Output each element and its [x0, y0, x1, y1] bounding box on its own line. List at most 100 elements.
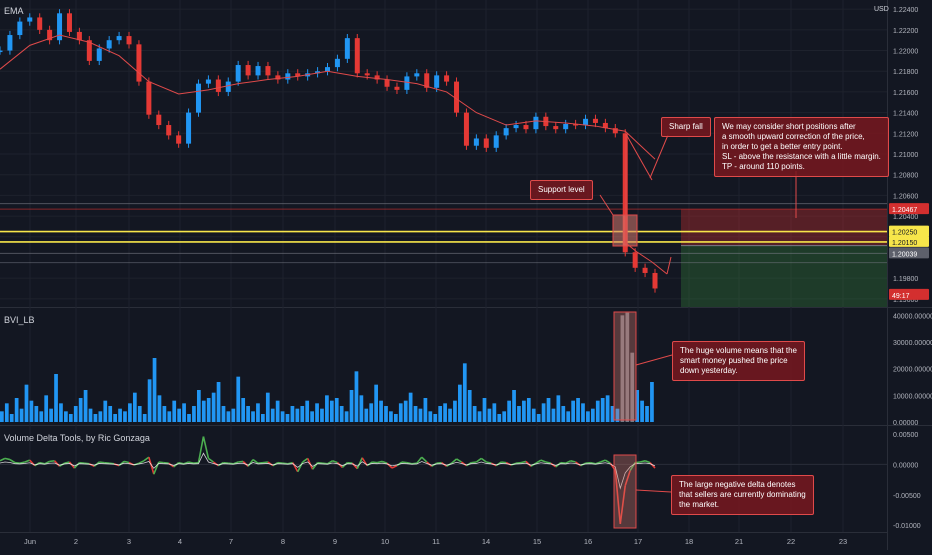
delta-segment [257, 461, 264, 465]
delta-signal-line [0, 452, 656, 490]
trade-idea-note[interactable]: We may consider short positions after a … [714, 117, 889, 177]
candle-body [553, 126, 559, 130]
candle-body [17, 21, 23, 36]
candle-body [424, 73, 430, 88]
delta-segment [540, 459, 547, 463]
volume-bar [339, 406, 344, 422]
time-tick-label: 23 [839, 537, 847, 546]
delta-segment [639, 460, 646, 463]
volume-bar [531, 408, 536, 422]
volume-bar [571, 400, 576, 422]
price-tick-label: 1.22400 [893, 7, 918, 14]
volume-bar [438, 406, 443, 422]
volume-bar [413, 406, 418, 422]
price-axis: 1.22400 1.22200 1.22000 1.21800 1.21600 1.214… [893, 7, 918, 304]
sharp-fall-note[interactable]: Sharp fall [661, 117, 711, 137]
volume-bar [428, 411, 433, 422]
volume-bar [492, 403, 497, 422]
volume-bar [118, 408, 122, 422]
delta-segment [595, 461, 601, 465]
delta-segment [322, 462, 328, 465]
candle-body [473, 138, 479, 146]
time-axis: Jun 2 3 4 7 8 9 10 11 14 15 16 17 18 21 22 23 [24, 537, 847, 546]
price-levels [0, 203, 887, 264]
candle-body [374, 75, 380, 80]
volume-tick-label: 10000.00000 [893, 393, 932, 400]
delta-segment [624, 470, 631, 486]
delta-segment [188, 461, 194, 464]
price-series [0, 9, 658, 293]
time-tick-label: 18 [685, 537, 693, 546]
price-tag-label: 49:17 [892, 293, 910, 300]
delta-segment [282, 462, 288, 465]
delta-tick-label: 0.00000 [893, 462, 918, 469]
delta-note[interactable]: The large negative delta denotes that se… [671, 475, 814, 515]
price-tick-label: 1.22000 [893, 49, 918, 56]
volume-bar [172, 400, 177, 422]
volume-bar [315, 403, 319, 422]
volume-bar [458, 384, 462, 422]
candle-body [0, 50, 3, 53]
time-tick-label: Jun [24, 537, 36, 546]
volume-bar [472, 406, 477, 422]
time-tick-label: 9 [333, 537, 337, 546]
volume-bar [113, 414, 117, 422]
delta-segment [411, 462, 417, 465]
volume-bar [4, 403, 9, 422]
delta-segment [501, 461, 507, 464]
volume-bar [379, 400, 383, 422]
volume-bar [625, 312, 630, 422]
delta-segment [49, 459, 55, 463]
volume-bar [630, 352, 635, 422]
volume-bar [285, 414, 290, 422]
candle-body [612, 128, 618, 134]
volume-bar [556, 395, 561, 422]
volume-bar [329, 400, 334, 422]
delta-segment [99, 461, 105, 464]
volume-bar [393, 414, 398, 422]
delta-segment [193, 461, 199, 465]
delta-segment [545, 461, 551, 464]
volume-bar [551, 408, 556, 422]
price-tags: 1.20467 1.20250 1.20150 1.20039 49:17 [889, 203, 929, 300]
volume-bar [320, 408, 324, 422]
volume-bar [98, 411, 103, 422]
delta-segment [317, 461, 323, 465]
candle-body [463, 112, 469, 146]
volume-bar [325, 395, 329, 422]
candle-body [642, 267, 648, 273]
candle-body [126, 36, 132, 45]
delta-segment [451, 458, 458, 464]
volume-bar [561, 406, 566, 422]
candle-body [632, 252, 638, 268]
candle-body [652, 272, 658, 289]
stop-zone [681, 209, 887, 246]
candle-body [186, 112, 192, 144]
delta-segment [649, 462, 656, 469]
candle-body [384, 79, 390, 87]
delta-segment [277, 461, 283, 465]
delta-segment [64, 461, 70, 464]
volume-note[interactable]: The huge volume means that the smart mon… [672, 341, 805, 381]
delta-segment [223, 461, 229, 465]
volume-bar [433, 414, 438, 422]
volume-bar [24, 384, 29, 422]
candle-body [76, 31, 82, 41]
candle-body [325, 67, 330, 72]
support-level-note[interactable]: Support level [530, 180, 593, 200]
volume-axis: 40000.00000 30000.00000 20000.00000 10000.0… [893, 313, 932, 427]
candle-body [136, 44, 142, 82]
volume-bar [408, 392, 413, 422]
volume-bar [443, 403, 447, 422]
volume-tick-label: 0.00000 [893, 420, 918, 427]
time-tick-label: 4 [178, 537, 182, 546]
delta-segment [158, 461, 164, 464]
volume-bar [0, 411, 4, 422]
candle-body [364, 73, 370, 76]
volume-bar [344, 411, 349, 422]
volume-bar [280, 411, 285, 422]
delta-segment [332, 460, 338, 464]
volume-bar [182, 403, 186, 422]
volume-bar [369, 403, 374, 422]
